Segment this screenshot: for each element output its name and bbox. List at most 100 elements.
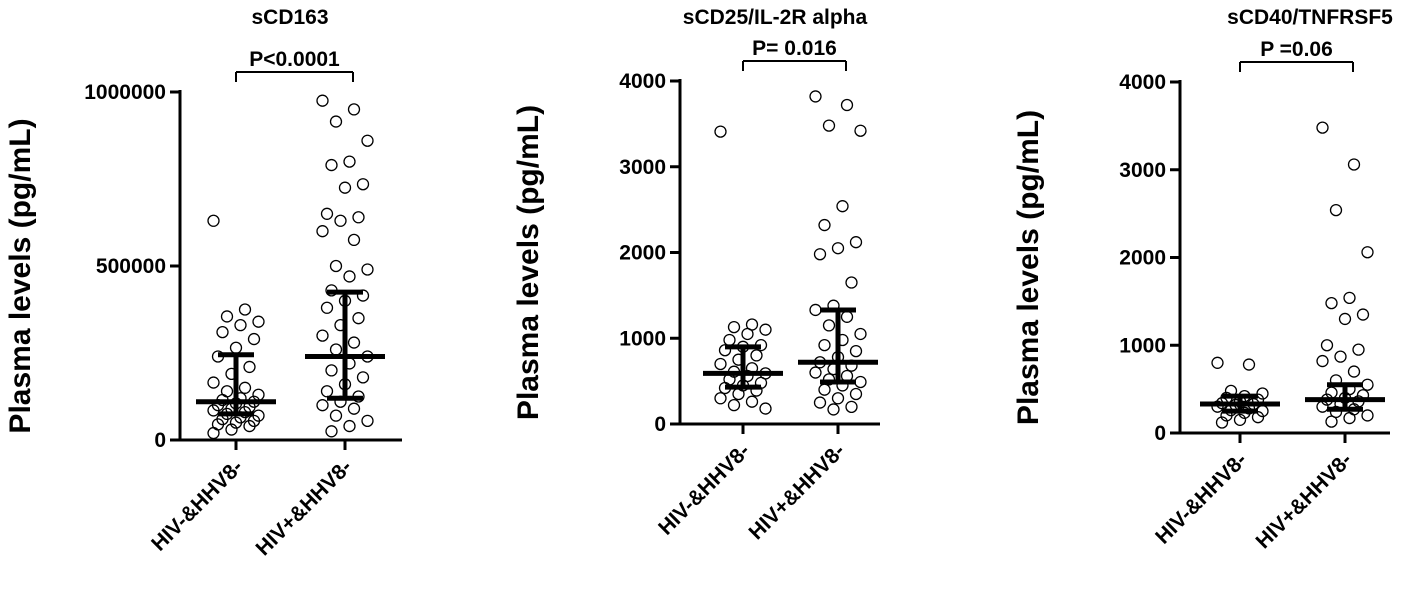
data-point bbox=[220, 310, 234, 323]
data-point bbox=[343, 155, 356, 168]
data-point bbox=[1338, 312, 1352, 326]
y-axis-label: Plasma levels (pg/mL) bbox=[1012, 110, 1045, 425]
data-point bbox=[207, 376, 220, 389]
x-tick-label: HIV-&HHV8- bbox=[1151, 448, 1251, 548]
data-point bbox=[1320, 339, 1334, 352]
y-tick-label: 1000 bbox=[619, 327, 666, 350]
data-point bbox=[352, 211, 365, 224]
data-point bbox=[338, 181, 352, 194]
data-point bbox=[238, 303, 252, 316]
data-point bbox=[831, 242, 845, 255]
data-point bbox=[1215, 416, 1229, 429]
data-point bbox=[818, 383, 831, 396]
data-point bbox=[1361, 378, 1374, 391]
data-point bbox=[723, 333, 736, 347]
chart-title: sCD40/TNFRSF5 bbox=[1227, 6, 1393, 29]
data-point bbox=[750, 349, 763, 362]
data-point bbox=[329, 115, 343, 128]
data-point bbox=[714, 357, 727, 371]
data-point bbox=[334, 214, 347, 227]
data-point bbox=[813, 248, 827, 261]
data-point bbox=[818, 338, 831, 352]
data-point bbox=[827, 403, 840, 416]
chart-title: sCD25/IL-2R alpha bbox=[683, 6, 868, 29]
data-point bbox=[1343, 411, 1356, 425]
data-point bbox=[316, 94, 329, 107]
data-point bbox=[1334, 350, 1347, 363]
y-tick-label: 1000000 bbox=[84, 81, 166, 104]
data-point bbox=[361, 134, 374, 147]
y-tick-label: 4000 bbox=[619, 70, 666, 93]
data-point bbox=[243, 419, 256, 433]
data-point bbox=[343, 419, 356, 433]
data-point bbox=[741, 327, 754, 341]
data-point bbox=[207, 214, 220, 227]
data-point bbox=[1347, 158, 1361, 171]
data-point bbox=[813, 396, 827, 409]
data-point bbox=[1343, 291, 1356, 305]
data-point bbox=[854, 327, 867, 341]
y-tick-label: 3000 bbox=[619, 156, 666, 179]
y-tick-label: 3000 bbox=[1119, 159, 1166, 182]
data-point bbox=[1316, 121, 1329, 134]
data-point bbox=[822, 319, 836, 332]
y-axis-label: Plasma levels (pg/mL) bbox=[512, 105, 545, 420]
data-point bbox=[329, 409, 343, 422]
data-point bbox=[329, 259, 343, 273]
data-point bbox=[347, 103, 361, 116]
data-point bbox=[207, 426, 220, 440]
data-point bbox=[229, 341, 243, 354]
data-point bbox=[849, 236, 863, 249]
data-point bbox=[727, 320, 741, 334]
data-point bbox=[252, 315, 265, 328]
data-point bbox=[714, 392, 727, 405]
data-point bbox=[316, 329, 329, 342]
data-point bbox=[361, 414, 374, 428]
y-tick-label: 4000 bbox=[1119, 71, 1166, 94]
y-axis-label: Plasma levels (pg/mL) bbox=[4, 118, 37, 433]
data-point bbox=[325, 425, 338, 438]
data-point bbox=[316, 399, 329, 412]
data-point bbox=[849, 344, 863, 358]
y-tick-label: 2000 bbox=[1119, 247, 1166, 270]
data-point bbox=[1316, 354, 1329, 368]
data-point bbox=[343, 270, 356, 283]
data-point bbox=[849, 387, 863, 401]
data-point bbox=[1211, 356, 1224, 369]
x-tick-label: HIV+&HHV8- bbox=[745, 439, 850, 544]
data-point bbox=[356, 178, 370, 191]
y-tick-label: 500000 bbox=[96, 255, 166, 278]
data-point bbox=[1352, 343, 1365, 356]
data-point bbox=[243, 360, 256, 374]
data-point bbox=[320, 385, 334, 398]
data-point bbox=[361, 263, 374, 276]
data-point bbox=[840, 310, 854, 323]
data-point bbox=[1256, 387, 1269, 400]
data-point bbox=[1242, 358, 1256, 371]
data-point bbox=[809, 366, 822, 379]
data-point bbox=[759, 323, 772, 336]
data-point bbox=[1325, 296, 1338, 310]
data-point bbox=[320, 301, 334, 314]
data-point bbox=[831, 392, 845, 405]
data-point bbox=[845, 276, 858, 289]
data-point bbox=[745, 395, 759, 408]
data-point bbox=[329, 343, 343, 356]
data-point bbox=[207, 404, 220, 417]
data-point bbox=[347, 233, 361, 247]
data-point bbox=[840, 98, 854, 112]
data-point bbox=[347, 336, 361, 349]
data-point bbox=[714, 125, 727, 138]
y-tick-label: 2000 bbox=[619, 242, 666, 265]
p-value-annotation: P<0.0001 bbox=[249, 48, 340, 71]
data-point bbox=[229, 416, 243, 429]
data-point bbox=[809, 90, 822, 103]
data-point bbox=[845, 400, 858, 414]
data-point bbox=[1361, 246, 1374, 259]
data-point bbox=[347, 402, 361, 415]
data-point bbox=[854, 124, 867, 137]
data-point bbox=[1356, 308, 1370, 321]
data-point bbox=[1233, 413, 1247, 426]
x-tick-label: HIV+&HHV8- bbox=[1252, 448, 1357, 553]
